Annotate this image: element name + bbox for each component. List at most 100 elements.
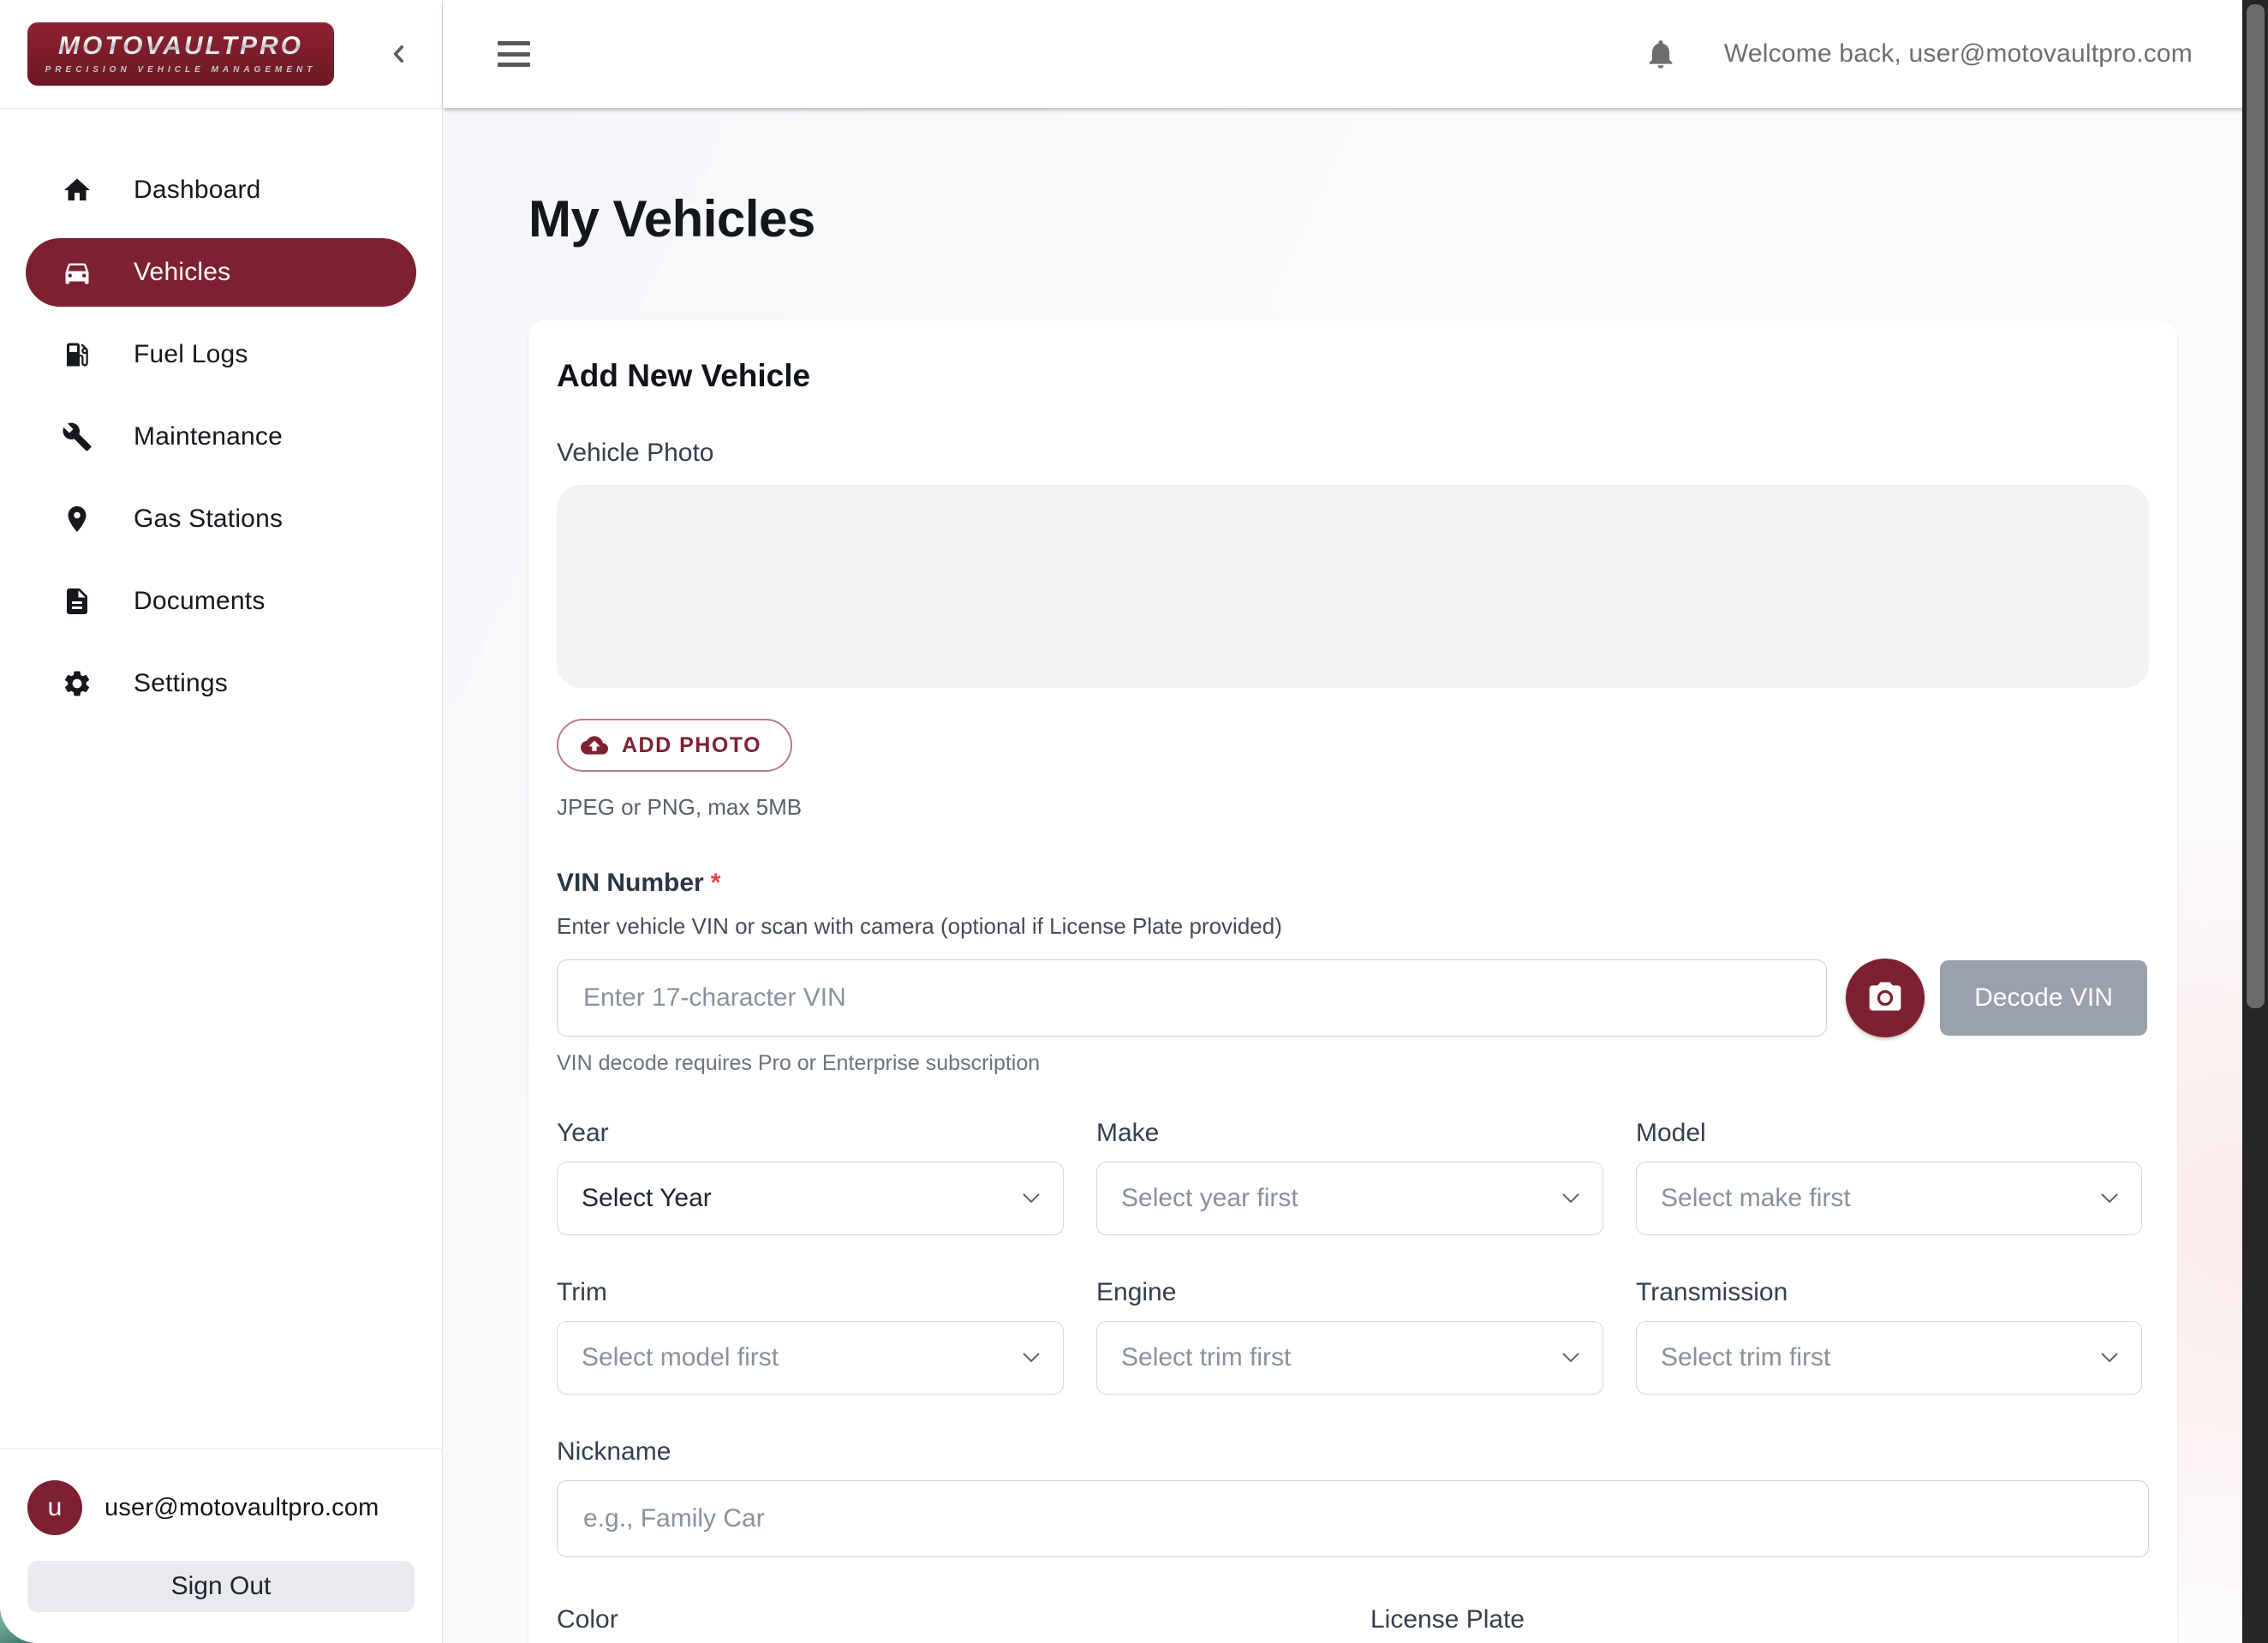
nickname-field: Nickname bbox=[557, 1437, 2149, 1557]
camera-icon bbox=[1866, 979, 1904, 1017]
trim-label: Trim bbox=[557, 1278, 607, 1306]
sidebar-item-label: Fuel Logs bbox=[134, 340, 248, 368]
sidebar-item-label: Documents bbox=[134, 587, 266, 615]
sidebar-item-vehicles[interactable]: Vehicles bbox=[26, 238, 416, 307]
year-select[interactable]: Select Year bbox=[557, 1162, 1064, 1235]
sidebar-item-label: Vehicles bbox=[134, 258, 231, 286]
photo-hint: JPEG or PNG, max 5MB bbox=[557, 794, 803, 820]
year-field: Year Select Year bbox=[557, 1119, 1064, 1235]
selects-row-1: Year Select Year Make Select year first bbox=[557, 1119, 2149, 1235]
sidebar-item-label: Gas Stations bbox=[134, 505, 284, 533]
page-title: My Vehicles bbox=[528, 190, 815, 248]
hamburger-menu-icon[interactable] bbox=[496, 39, 534, 69]
make-label: Make bbox=[1096, 1119, 1160, 1147]
nickname-label: Nickname bbox=[557, 1437, 671, 1466]
scan-vin-camera-button[interactable] bbox=[1846, 959, 1925, 1037]
avatar: u bbox=[27, 1480, 82, 1535]
transmission-label: Transmission bbox=[1636, 1278, 1788, 1306]
vin-subscription-note: VIN decode requires Pro or Enterprise su… bbox=[557, 1051, 1041, 1075]
sidebar-nav: Dashboard Vehicles Fuel Logs Maintenance bbox=[0, 109, 442, 718]
chevron-down-icon bbox=[1022, 1352, 1041, 1364]
transmission-field: Transmission Select trim first bbox=[1636, 1278, 2142, 1395]
model-select[interactable]: Select make first bbox=[1636, 1162, 2142, 1235]
chevron-down-icon bbox=[1561, 1352, 1580, 1364]
topbar: Welcome back, user@motovaultpro.com bbox=[443, 0, 2268, 108]
add-photo-button[interactable]: ADD PHOTO bbox=[557, 719, 793, 772]
card-title: Add New Vehicle bbox=[557, 358, 811, 393]
year-select-value: Select Year bbox=[582, 1184, 712, 1212]
chevron-down-icon bbox=[2100, 1192, 2119, 1204]
engine-label: Engine bbox=[1096, 1278, 1177, 1306]
trim-select-value: Select model first bbox=[582, 1343, 779, 1371]
transmission-select[interactable]: Select trim first bbox=[1636, 1321, 2142, 1395]
decode-vin-button[interactable]: Decode VIN bbox=[1940, 960, 2147, 1036]
sidebar-item-fuel-logs[interactable]: Fuel Logs bbox=[26, 320, 416, 389]
vin-helper-text: Enter vehicle VIN or scan with camera (o… bbox=[557, 913, 1282, 939]
make-select[interactable]: Select year first bbox=[1096, 1162, 1603, 1235]
vin-number-label: VIN Number * bbox=[557, 869, 2149, 898]
trim-select[interactable]: Select model first bbox=[557, 1321, 1064, 1395]
year-label: Year bbox=[557, 1119, 609, 1147]
gear-icon bbox=[62, 668, 93, 699]
transmission-select-value: Select trim first bbox=[1661, 1343, 1831, 1371]
license-plate-label: License Plate bbox=[1370, 1605, 1525, 1634]
vehicle-photo-label: Vehicle Photo bbox=[557, 439, 714, 467]
required-asterisk: * bbox=[710, 869, 721, 897]
engine-select-value: Select trim first bbox=[1121, 1343, 1292, 1371]
model-field: Model Select make first bbox=[1636, 1119, 2142, 1235]
map-pin-icon bbox=[62, 504, 93, 535]
color-license-row: Color License Plate bbox=[557, 1605, 2149, 1643]
sidebar-item-dashboard[interactable]: Dashboard bbox=[26, 156, 416, 224]
sidebar-item-gas-stations[interactable]: Gas Stations bbox=[26, 485, 416, 553]
welcome-message: Welcome back, user@motovaultpro.com bbox=[1723, 39, 2193, 68]
app-logo-tagline: PRECISION VEHICLE MANAGEMENT bbox=[45, 65, 317, 75]
nickname-input[interactable] bbox=[557, 1480, 2149, 1557]
content: My Vehicles Add New Vehicle Vehicle Phot… bbox=[443, 108, 2268, 1643]
app-logo-title: MOTOVAULTPRO bbox=[58, 32, 303, 60]
sidebar: MOTOVAULTPRO PRECISION VEHICLE MANAGEMEN… bbox=[0, 0, 443, 1643]
engine-field: Engine Select trim first bbox=[1096, 1278, 1603, 1395]
vehicle-photo-dropzone[interactable] bbox=[557, 485, 2149, 688]
vin-label-text: VIN Number bbox=[557, 869, 704, 897]
sidebar-footer: u user@motovaultpro.com Sign Out bbox=[0, 1449, 442, 1643]
user-email: user@motovaultpro.com bbox=[104, 1493, 379, 1521]
document-icon bbox=[62, 586, 93, 617]
vin-input[interactable] bbox=[557, 959, 1827, 1037]
add-vehicle-card: Add New Vehicle Vehicle Photo ADD PHOTO … bbox=[528, 320, 2177, 1643]
make-field: Make Select year first bbox=[1096, 1119, 1603, 1235]
user-row: u user@motovaultpro.com bbox=[27, 1480, 415, 1535]
notifications-bell-icon[interactable] bbox=[1642, 35, 1680, 73]
color-field: Color bbox=[557, 1605, 1334, 1643]
cloud-upload-icon bbox=[581, 732, 608, 759]
sidebar-item-documents[interactable]: Documents bbox=[26, 567, 416, 636]
license-plate-field: License Plate bbox=[1370, 1605, 2151, 1643]
chevron-down-icon bbox=[1561, 1192, 1580, 1204]
app-logo: MOTOVAULTPRO PRECISION VEHICLE MANAGEMEN… bbox=[27, 22, 334, 86]
page-scrollbar[interactable] bbox=[2242, 0, 2268, 1643]
sidebar-header: MOTOVAULTPRO PRECISION VEHICLE MANAGEMEN… bbox=[0, 0, 442, 109]
chevron-down-icon bbox=[2100, 1352, 2119, 1364]
model-label: Model bbox=[1636, 1119, 1706, 1147]
make-select-value: Select year first bbox=[1121, 1184, 1298, 1212]
selects-row-2: Trim Select model first Engine Select tr… bbox=[557, 1278, 2149, 1395]
sidebar-item-label: Dashboard bbox=[134, 176, 261, 204]
topbar-right: Welcome back, user@motovaultpro.com bbox=[1642, 35, 2193, 73]
sidebar-item-maintenance[interactable]: Maintenance bbox=[26, 403, 416, 471]
scrollbar-thumb[interactable] bbox=[2247, 4, 2265, 1008]
sidebar-item-label: Maintenance bbox=[134, 422, 283, 451]
vin-row: Decode VIN bbox=[557, 959, 2149, 1037]
main-area: Welcome back, user@motovaultpro.com My V… bbox=[443, 0, 2268, 1643]
engine-select[interactable]: Select trim first bbox=[1096, 1321, 1603, 1395]
sidebar-item-settings[interactable]: Settings bbox=[26, 649, 416, 718]
car-icon bbox=[62, 257, 93, 288]
trim-field: Trim Select model first bbox=[557, 1278, 1064, 1395]
sign-out-button[interactable]: Sign Out bbox=[27, 1561, 415, 1612]
color-label: Color bbox=[557, 1605, 618, 1634]
add-photo-label: ADD PHOTO bbox=[622, 732, 762, 757]
sidebar-item-label: Settings bbox=[134, 669, 228, 697]
chevron-left-icon bbox=[386, 41, 412, 67]
home-icon bbox=[62, 175, 93, 206]
sidebar-collapse-button[interactable] bbox=[380, 35, 418, 73]
model-select-value: Select make first bbox=[1661, 1184, 1851, 1212]
